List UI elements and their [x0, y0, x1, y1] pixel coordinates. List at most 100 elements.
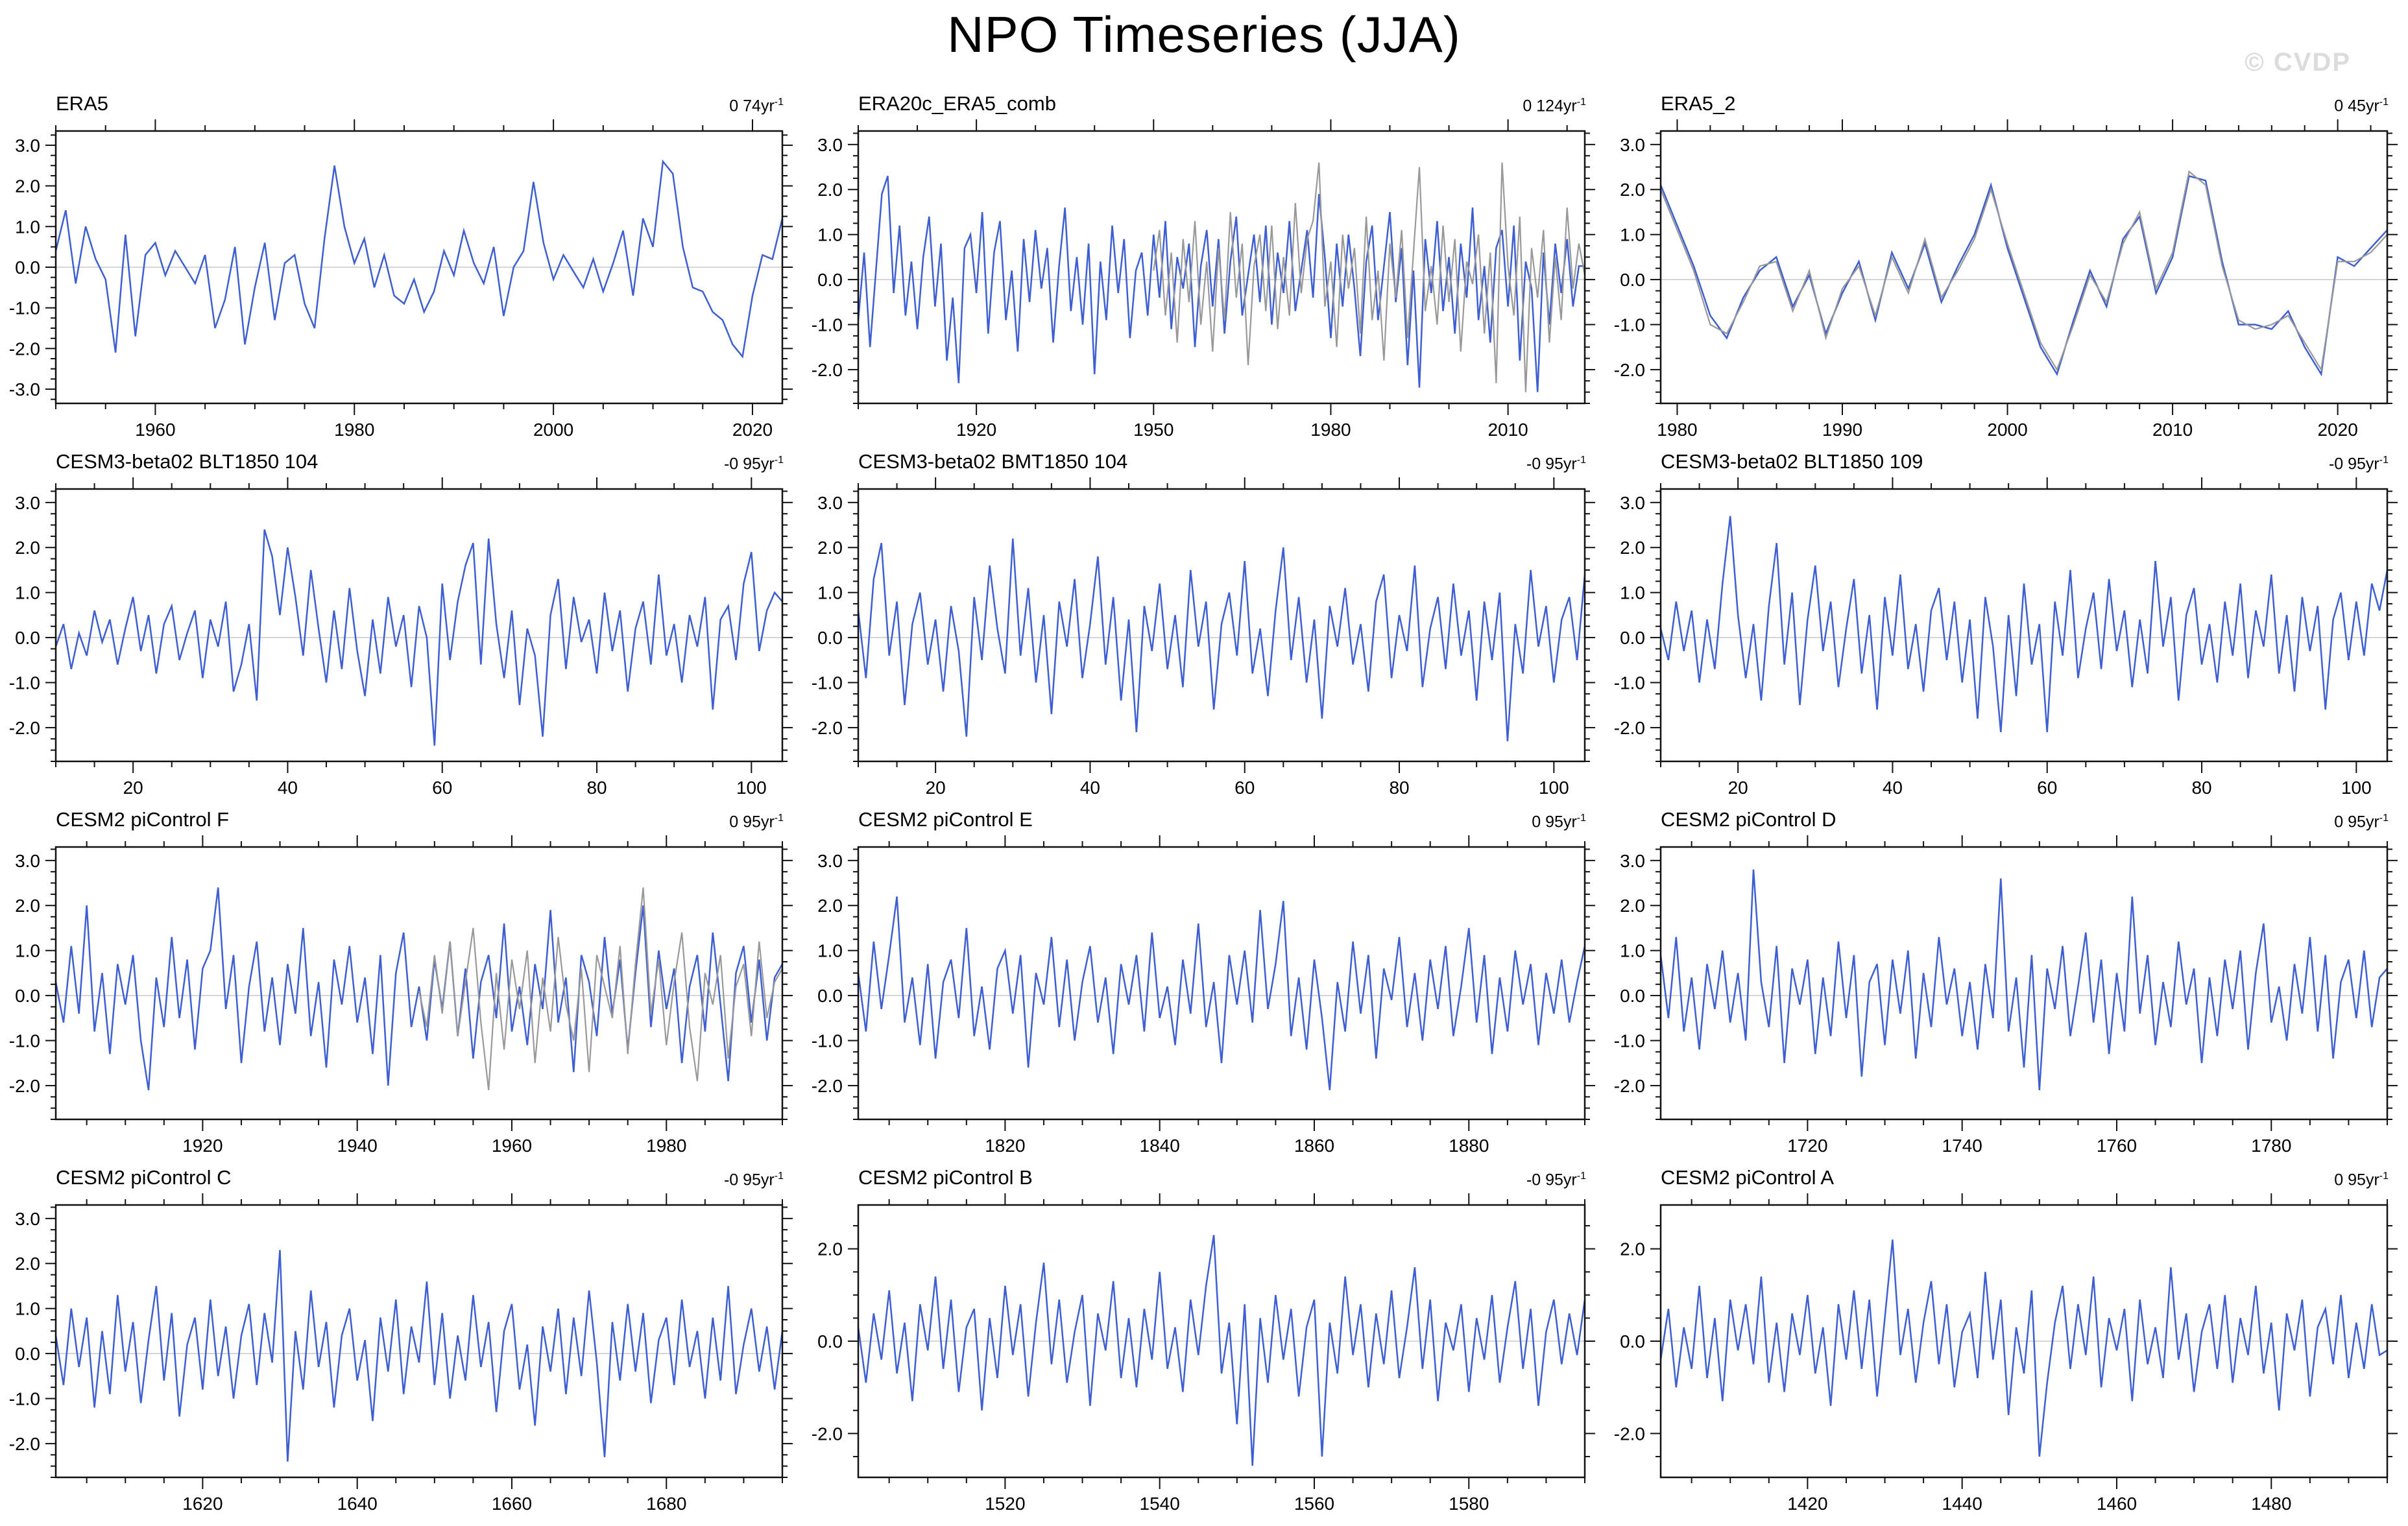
series-line-primary	[857, 538, 1586, 741]
plot-border	[54, 1204, 784, 1479]
series-line-primary	[54, 887, 784, 1091]
y-tick-label: 0.0	[817, 270, 843, 290]
x-tick-label: 1920	[956, 420, 996, 440]
series-line-primary	[1659, 174, 2388, 377]
x-tick-label: 2020	[2317, 420, 2357, 440]
plot-border	[1659, 130, 2389, 405]
y-tick-label: -3.0	[9, 379, 40, 399]
trend-annotation-exponent: -1	[1576, 812, 1586, 824]
y-tick-label: -2.0	[1614, 1076, 1645, 1096]
x-tick-label: 1620	[182, 1494, 223, 1514]
trend-annotation: 0 95yr-1	[2334, 1171, 2389, 1189]
y-tick-label: -2.0	[812, 1424, 843, 1444]
plot-border	[54, 488, 784, 763]
timeseries-panel: CESM2 piControl B -0 95yr-1 1520 1540 1560…	[803, 1162, 1606, 1518]
panel-header: CESM2 piControl C -0 95yr-1	[1, 1162, 803, 1189]
series-line-primary	[54, 1250, 784, 1462]
y-tick-label: 1.0	[1620, 941, 1645, 961]
panel-header: CESM2 piControl F 0 95yr-1	[1, 804, 803, 831]
panels-grid: ERA5 0 74yr-1 1960 1980 2000 2020 -3.0 -2.0 -1…	[0, 88, 2408, 1518]
trend-annotation-exponent: -1	[1576, 96, 1586, 108]
x-tick-label: 100	[736, 778, 767, 798]
trend-annotation-exponent: -1	[2379, 96, 2389, 108]
plot-border	[54, 846, 784, 1121]
timeseries-plot: 1520 1540 1560 1580 -2.0 0.0 2.0	[812, 1193, 1595, 1514]
y-tick-label: 2.0	[1620, 896, 1645, 916]
x-tick-label: 60	[2037, 778, 2057, 798]
timeseries-panel: ERA5 0 74yr-1 1960 1980 2000 2020 -3.0 -2.0 -1…	[1, 88, 803, 444]
trend-annotation: -0 95yr-1	[724, 1171, 784, 1189]
trend-annotation-exponent: -1	[774, 96, 784, 108]
timeseries-plot: 1720 1740 1760 1780 -2.0 -1.0 0.0 1.0 2.0 3.0	[1614, 835, 2398, 1156]
y-tick-label: 2.0	[817, 896, 843, 916]
panel-title: CESM2 piControl D	[1661, 808, 1836, 831]
trend-annotation-exponent: -1	[2379, 454, 2389, 466]
x-tick-label: 1980	[334, 420, 374, 440]
trend-annotation: -0 95yr-1	[2329, 455, 2389, 473]
x-tick-label: 2020	[732, 420, 773, 440]
y-tick-label: -1.0	[812, 1031, 843, 1051]
series-line-primary	[54, 529, 783, 746]
timeseries-panel: ERA20c_ERA5_comb 0 124yr-1 1920 1950 1980 2…	[803, 88, 1606, 444]
trend-annotation: 0 95yr-1	[2334, 813, 2389, 831]
y-tick-label: 0.0	[817, 1331, 843, 1352]
panel-title: ERA5	[56, 92, 108, 115]
x-tick-label: 1920	[182, 1136, 223, 1156]
y-tick-label: -1.0	[1614, 315, 1645, 335]
y-tick-label: 0.0	[15, 1344, 40, 1364]
x-tick-label: 2000	[1987, 420, 2027, 440]
series-line-primary	[1659, 869, 2388, 1090]
panel-title: CESM2 piControl A	[1661, 1166, 1835, 1189]
y-tick-label: 2.0	[15, 538, 40, 558]
y-tick-label: 3.0	[15, 493, 40, 513]
y-tick-label: -2.0	[1614, 360, 1645, 380]
x-tick-label: 2000	[533, 420, 573, 440]
y-tick-label: 3.0	[817, 493, 843, 513]
panel-title: ERA5_2	[1661, 92, 1736, 115]
panel-title: CESM2 piControl B	[858, 1166, 1033, 1189]
y-tick-label: 3.0	[15, 1209, 40, 1229]
y-tick-label: 2.0	[15, 1254, 40, 1274]
trend-annotation-exponent: -1	[2379, 812, 2389, 824]
x-tick-label: 1960	[135, 420, 175, 440]
timeseries-panel: CESM3-beta02 BLT1850 109 -0 95yr-1 20 40 6…	[1606, 446, 2408, 802]
series-line-primary	[857, 1235, 1586, 1466]
panel-header: CESM2 piControl B -0 95yr-1	[803, 1162, 1606, 1189]
x-tick-label: 1640	[337, 1494, 378, 1514]
page-title: NPO Timeseries (JJA)	[947, 6, 1461, 63]
trend-annotation-exponent: -1	[1576, 454, 1586, 466]
x-tick-label: 100	[1539, 778, 1569, 798]
plot-border	[857, 130, 1586, 405]
x-tick-label: 1760	[2097, 1136, 2137, 1156]
timeseries-plot: 1420 1440 1460 1480 -2.0 0.0 2.0	[1614, 1193, 2398, 1514]
panel-title: CESM3-beta02 BMT1850 104	[858, 450, 1128, 473]
x-tick-label: 1540	[1140, 1494, 1180, 1514]
trend-annotation: 0 45yr-1	[2334, 97, 2389, 115]
y-tick-label: -1.0	[1614, 673, 1645, 693]
y-tick-label: 0.0	[1620, 270, 1645, 290]
x-tick-label: 1440	[1942, 1494, 1982, 1514]
y-tick-label: 1.0	[15, 941, 40, 961]
figure-header: NPO Timeseries (JJA) © CVDP	[0, 0, 2408, 88]
y-tick-label: 0.0	[1620, 1331, 1645, 1352]
y-tick-label: -2.0	[1614, 718, 1645, 738]
timeseries-panel: CESM3-beta02 BLT1850 104 -0 95yr-1 20 40 6…	[1, 446, 803, 802]
panel-header: CESM3-beta02 BLT1850 104 -0 95yr-1	[1, 446, 803, 473]
x-tick-label: 1460	[2097, 1494, 2137, 1514]
x-tick-label: 1980	[1657, 420, 1697, 440]
x-tick-label: 1580	[1449, 1494, 1489, 1514]
y-tick-label: 2.0	[817, 180, 843, 200]
panel-header: CESM2 piControl E 0 95yr-1	[803, 804, 1606, 831]
trend-annotation-exponent: -1	[774, 454, 784, 466]
x-tick-label: 2010	[1487, 420, 1528, 440]
x-tick-label: 1940	[337, 1136, 378, 1156]
x-tick-label: 1520	[985, 1494, 1025, 1514]
timeseries-plot: 1920 1940 1960 1980 -2.0 -1.0 0.0 1.0 2.0 3.0	[9, 835, 793, 1156]
panel-title: CESM2 piControl F	[56, 808, 230, 831]
trend-annotation: -0 95yr-1	[1526, 1171, 1586, 1189]
y-tick-label: 0.0	[15, 986, 40, 1006]
y-tick-label: 1.0	[817, 225, 843, 245]
y-tick-label: 1.0	[817, 583, 843, 603]
x-tick-label: 1480	[2251, 1494, 2291, 1514]
